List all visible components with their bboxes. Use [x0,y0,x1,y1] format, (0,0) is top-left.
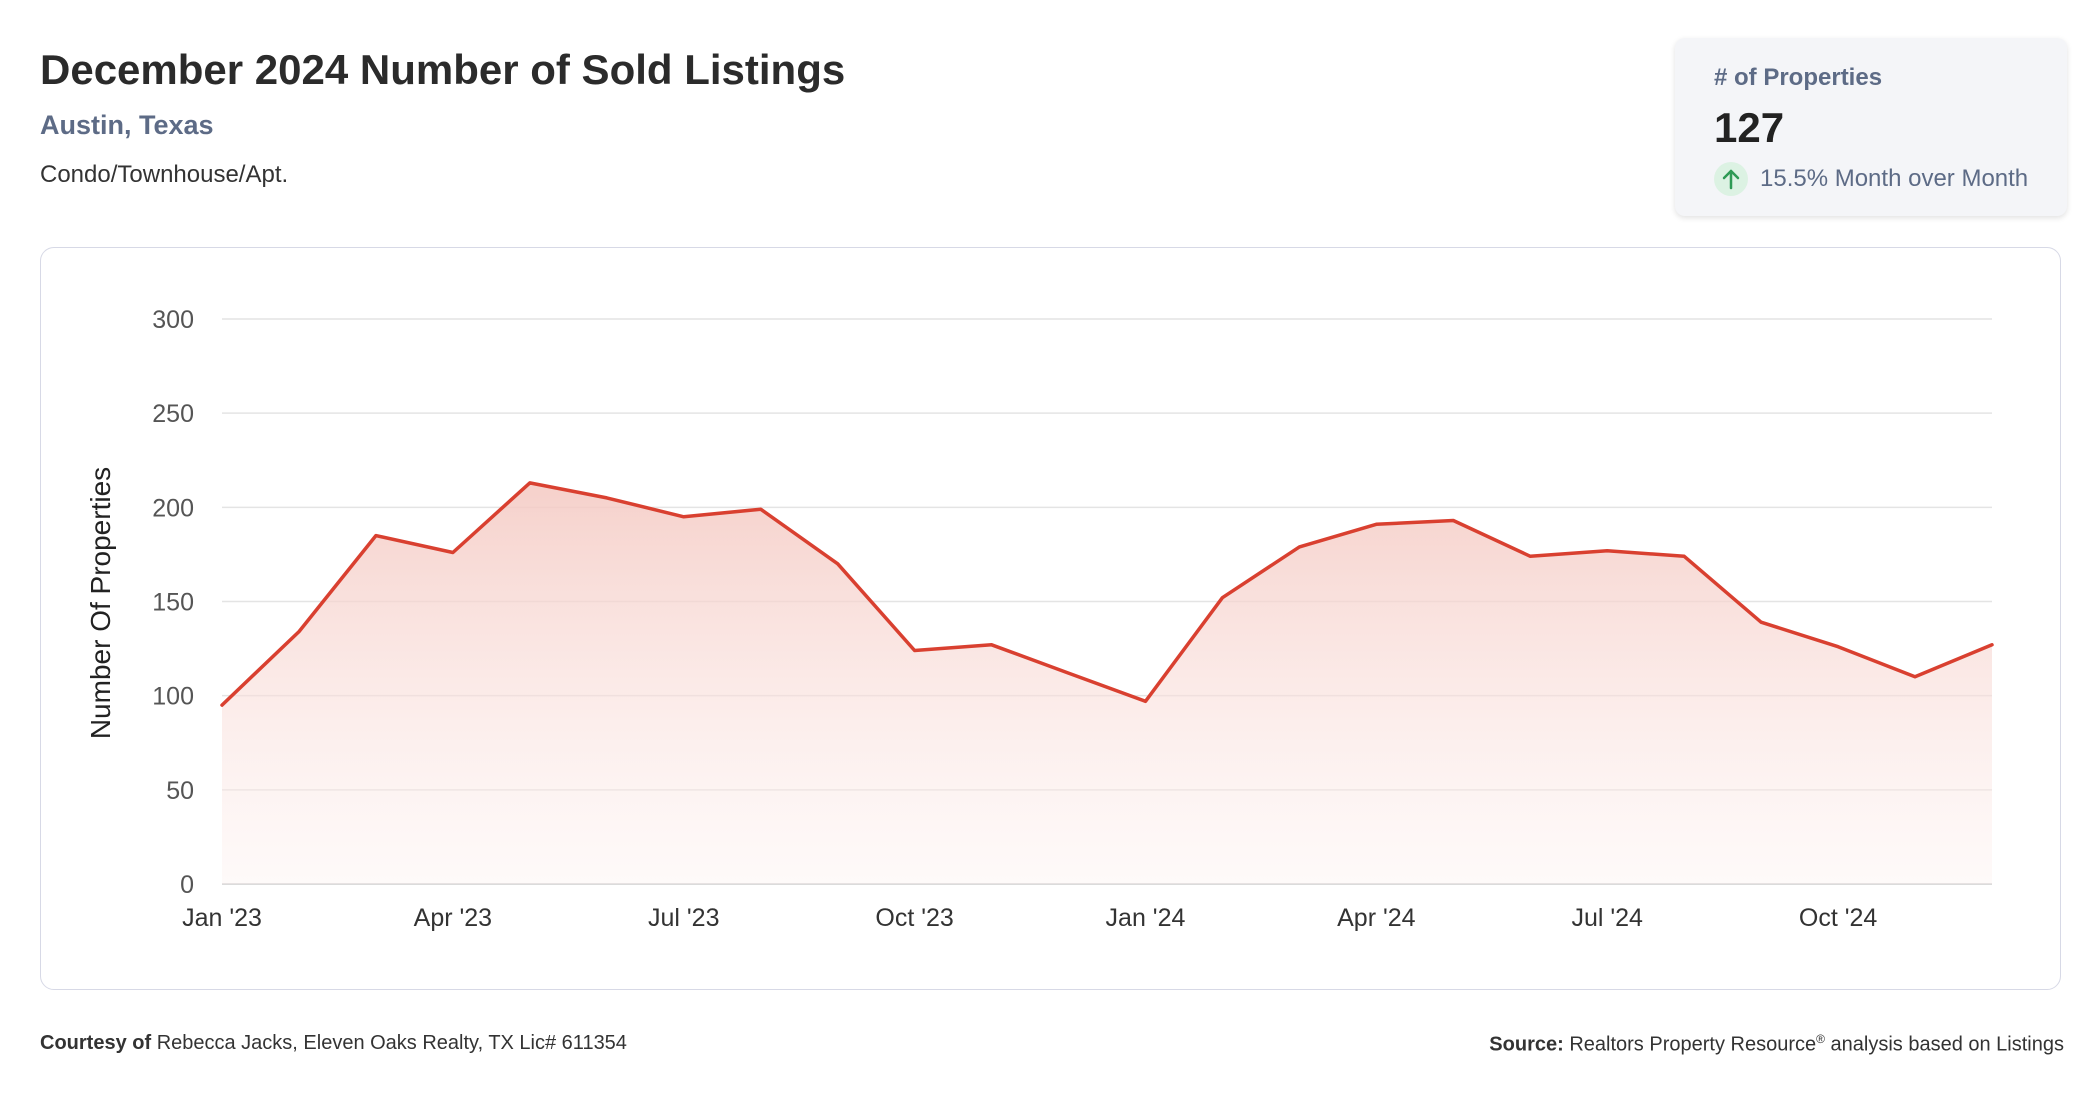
x-tick-label: Jul '24 [1571,904,1643,932]
kpi-change-text: 15.5% Month over Month [1760,165,2029,192]
courtesy-text: Rebecca Jacks, Eleven Oaks Realty, TX Li… [156,1032,627,1054]
arrow-up-icon [1714,162,1748,196]
property-category: Condo/Townhouse/Apt. [40,161,289,188]
x-tick-label: Jan '23 [182,904,262,932]
y-tick-label: 150 [152,589,194,617]
area-fill [222,482,1992,884]
x-tick-label: Jul '23 [648,904,719,932]
page-title: December 2024 Number of Sold Listings [40,46,846,93]
y-tick-label: 0 [180,871,194,899]
x-tick-label: Apr '23 [414,904,492,932]
y-tick-label: 100 [152,683,194,711]
kpi-value: 127 [1714,104,1785,151]
y-axis-title: Number Of Properties [85,466,116,740]
x-tick-label: Oct '23 [875,904,953,932]
courtesy-label: Courtesy of [40,1032,152,1054]
series-line [220,481,1994,707]
kpi-card: # of Properties 127 15.5% Month over Mon… [1675,38,2067,216]
source-suffix: analysis based on Listings [1830,1033,2064,1056]
y-tick-label: 200 [152,494,194,522]
chart-card: 0 50 100 150 200 250 300 Jan '23 Apr '23 Jul '23… [40,247,2061,990]
y-tick-label: 250 [152,400,194,428]
location-subtitle: Austin, Texas [40,110,214,140]
source-label: Source: [1489,1033,1564,1056]
registered-mark: ® [1816,1032,1825,1046]
sold-listings-chart: 0 50 100 150 200 250 300 Jan '23 Apr '23 Jul '23… [152,306,1994,932]
courtesy-note: Courtesy of Rebecca Jacks, Eleven Oaks R… [40,1032,627,1055]
x-tick-label: Jan '24 [1106,904,1186,932]
y-tick-label: 300 [152,306,194,334]
x-tick-label: Apr '24 [1337,904,1416,932]
source-text: Realtors Property Resource [1569,1033,1817,1056]
source-note: Source: Realtors Property Resource® anal… [1489,1032,2064,1057]
x-tick-label: Oct '24 [1799,904,1878,932]
y-tick-label: 50 [166,777,194,805]
kpi-label: # of Properties [1714,64,1883,91]
kpi-change: 15.5% Month over Month [1714,162,2028,196]
